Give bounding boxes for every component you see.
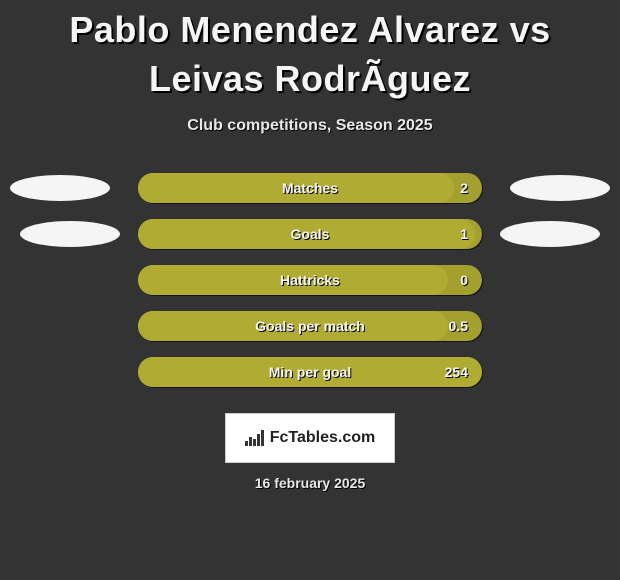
stat-label: Goals per match xyxy=(255,318,365,334)
stat-value: 254 xyxy=(445,364,468,380)
stat-bar: Goals per match 0.5 xyxy=(138,311,482,341)
stat-row: Matches 2 xyxy=(0,165,620,211)
stat-value: 0.5 xyxy=(449,318,468,334)
stat-row: Goals per match 0.5 xyxy=(0,303,620,349)
stat-row: Min per goal 254 xyxy=(0,349,620,395)
player1-marker xyxy=(10,175,110,201)
stat-value: 1 xyxy=(460,226,468,242)
stats-rows: Matches 2 Goals 1 Hattricks 0 Goals per match 0… xyxy=(0,165,620,395)
stat-row: Hattricks 0 xyxy=(0,257,620,303)
stat-bar: Min per goal 254 xyxy=(138,357,482,387)
stat-label: Min per goal xyxy=(269,364,351,380)
fctables-logo[interactable]: FcTables.com xyxy=(225,413,395,463)
stat-bar: Hattricks 0 xyxy=(138,265,482,295)
logo-text: FcTables.com xyxy=(270,429,376,447)
bar-chart-icon xyxy=(245,430,264,446)
stat-label: Hattricks xyxy=(280,272,340,288)
player1-marker xyxy=(20,221,120,247)
stat-bar: Matches 2 xyxy=(138,173,482,203)
snapshot-date: 16 february 2025 xyxy=(0,475,620,491)
stat-bar: Goals 1 xyxy=(138,219,482,249)
stat-label: Goals xyxy=(291,226,330,242)
stat-label: Matches xyxy=(282,180,338,196)
stat-value: 0 xyxy=(460,272,468,288)
stat-row: Goals 1 xyxy=(0,211,620,257)
player2-marker xyxy=(500,221,600,247)
subtitle: Club competitions, Season 2025 xyxy=(0,117,620,135)
player2-marker xyxy=(510,175,610,201)
comparison-title: Pablo Menendez Alvarez vs Leivas RodrÃ­g… xyxy=(0,0,620,103)
stat-value: 2 xyxy=(460,180,468,196)
